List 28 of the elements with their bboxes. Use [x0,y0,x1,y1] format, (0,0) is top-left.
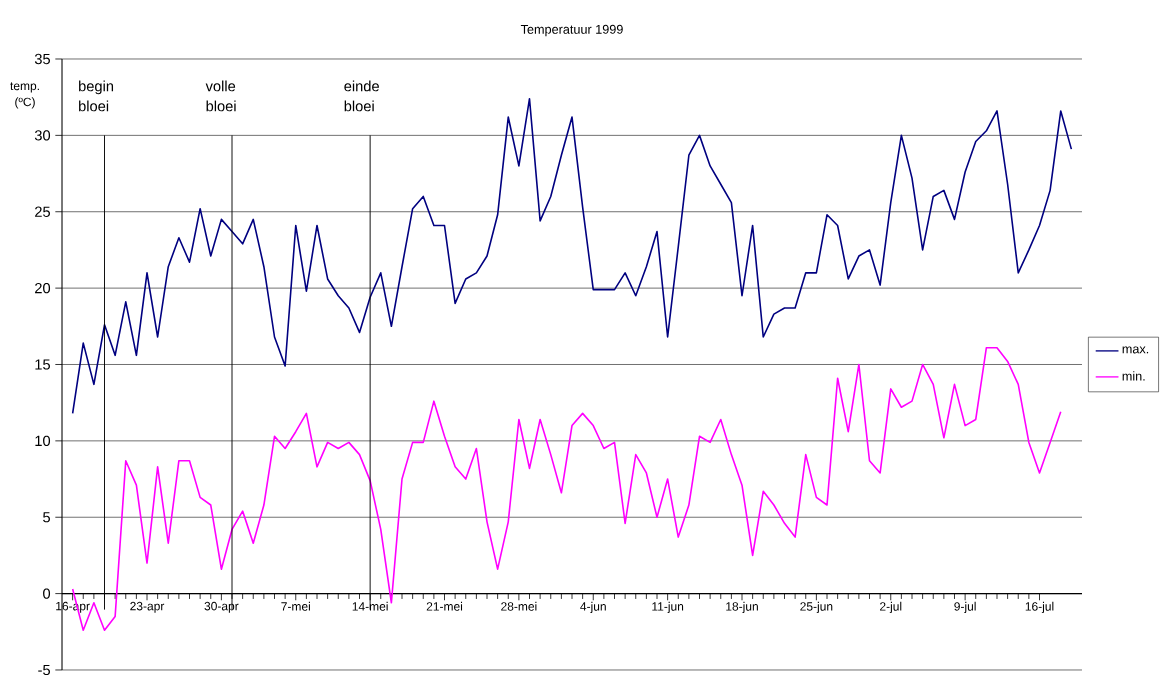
x-tick-label: 30-apr [204,601,239,613]
y-tick-label: 30 [34,130,51,141]
x-tick-label: 18-jun [726,601,758,614]
x-tick-label: 11-jun [652,601,684,614]
y-tick-label: 20 [35,282,51,294]
x-tick-label: 4-jun [580,601,606,614]
legend-label: min. [1122,371,1145,381]
ref-line-label: volle bloei [205,80,236,112]
y-axis-title: temp. (ºC) [10,82,39,109]
ref-line-label: einde bloei [344,80,379,112]
x-tick-label: 25-jun [800,601,833,614]
x-tick-label: 9-jul [954,601,976,614]
y-tick-label: 5 [43,512,50,523]
x-tick-label: 28-mei [501,601,537,611]
x-tick-label: 16-jul [1025,601,1054,614]
chart-title: Temperatuur 1999 [520,24,623,37]
x-tick-label: 2-jul [880,601,902,614]
x-tick-label: 7-mei [281,601,310,611]
y-tick-label: -5 [38,664,50,676]
y-tick-label: 0 [43,588,51,599]
y-tick-label: 15 [35,359,50,370]
y-tick-label: 25 [35,206,50,217]
legend-label: max. [1122,346,1149,354]
x-tick-label: 21-mei [426,601,463,611]
y-tick-label: 35 [34,53,50,65]
y-tick-label: 10 [35,435,51,447]
x-tick-label: 23-apr [130,601,165,613]
ref-line-label: begin bloei [79,80,114,112]
